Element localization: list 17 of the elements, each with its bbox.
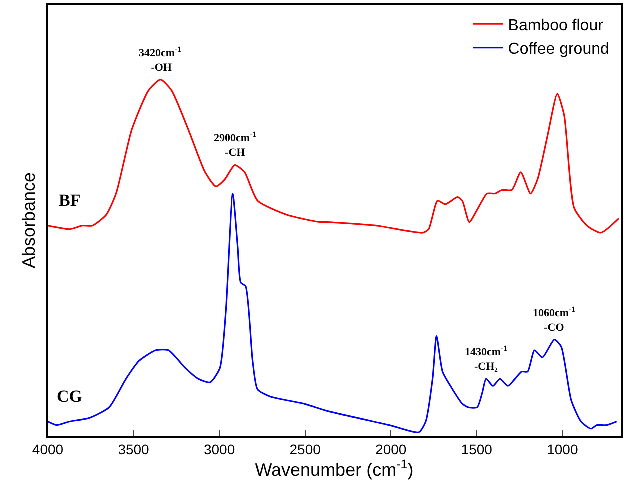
x-tick-label: 3500 (118, 442, 150, 458)
y-axis-title: Absorbance (18, 172, 39, 269)
annotation: 1430cm$^{-1}$ -CH₂ (465, 344, 508, 373)
legend-label: Coffee ground (508, 41, 610, 58)
annotation: 1060cm$^{-1}$ -CO (533, 305, 576, 334)
x-axis-title: Wavenumber (cm$^{-1}$) (255, 458, 414, 480)
annotation: 2900cm$^{-1}$ -CH (214, 130, 257, 159)
annotation: 3420cm$^{-1}$ -OH (139, 45, 182, 74)
annotation: BF (59, 191, 81, 210)
x-tick-label: 2500 (290, 442, 322, 458)
x-tick-label: 1500 (461, 442, 493, 458)
legend-label: Bamboo flour (508, 17, 604, 34)
x-tick-label: 2000 (376, 442, 407, 458)
annotation: CG (57, 387, 82, 406)
x-tick-label: 1000 (547, 442, 578, 458)
x-tick-label: 3000 (204, 442, 236, 458)
x-tick-label: 4000 (32, 442, 64, 458)
